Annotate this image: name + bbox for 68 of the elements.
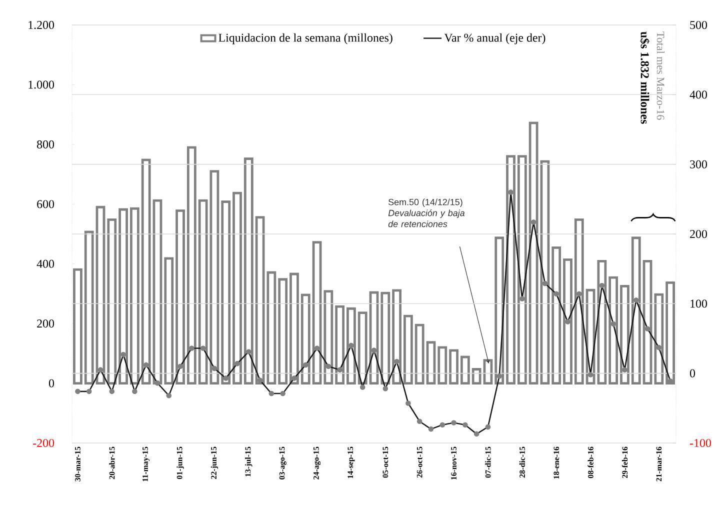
annotation: u$s 1.832 millones	[640, 32, 650, 124]
annotation: Devaluación y baja de retenciones	[388, 210, 465, 228]
bar	[232, 192, 242, 384]
legend-label: Var % anual (eje der)	[444, 33, 546, 44]
bar	[152, 199, 162, 384]
bar	[164, 257, 174, 384]
bar	[414, 324, 424, 384]
bar	[449, 349, 458, 384]
bar	[118, 208, 128, 384]
y2-tick-label: 500	[690, 20, 707, 30]
y-tick-label: 1.000	[28, 80, 54, 89]
y2-tick-label: 0	[690, 369, 696, 378]
bar	[608, 276, 618, 384]
y-tick-label: 0	[48, 379, 54, 388]
bar	[300, 294, 310, 384]
y2-tick-label: 100	[690, 300, 707, 308]
bar	[403, 314, 413, 384]
bar	[642, 260, 652, 384]
bar	[324, 290, 334, 384]
bar	[574, 218, 584, 384]
bar	[483, 359, 493, 384]
y2-tick-label: 200	[690, 230, 707, 238]
annotation: Sem.50 (14/12/15)	[388, 198, 462, 208]
bar	[506, 155, 516, 384]
bar	[186, 146, 196, 384]
bar	[73, 268, 82, 384]
bar	[312, 241, 322, 384]
bar	[255, 216, 265, 384]
annotation: Total mes Marzo-16	[656, 32, 665, 120]
y2-tick-label: 300	[690, 160, 707, 168]
bar	[654, 293, 664, 384]
bar	[597, 260, 607, 384]
bar	[426, 341, 436, 384]
bar	[130, 207, 140, 384]
bar	[198, 199, 208, 384]
bar	[141, 158, 151, 384]
bar	[666, 281, 676, 384]
bar	[221, 200, 231, 384]
y-tick-label: 400	[36, 260, 54, 268]
y-tick-label: -200	[33, 438, 54, 448]
bar	[266, 271, 276, 384]
bar	[176, 209, 185, 384]
bar	[346, 307, 356, 384]
bar	[620, 285, 630, 384]
bar	[107, 218, 117, 384]
y2-tick-label: 400	[690, 90, 707, 99]
bar	[563, 258, 572, 384]
y2-tick-label: -100	[690, 438, 711, 448]
bar	[472, 368, 482, 384]
y-tick-label: 200	[37, 320, 54, 328]
y-tick-label: 800	[37, 140, 54, 148]
bar	[84, 230, 94, 384]
bar	[552, 246, 562, 384]
legend-label: Liquidacion de la semana (millones)	[218, 33, 392, 44]
bar	[438, 346, 448, 384]
bar	[517, 155, 527, 384]
bar	[335, 305, 345, 384]
bar	[290, 272, 299, 384]
bar	[392, 289, 402, 384]
bar	[244, 158, 254, 384]
bar	[460, 356, 470, 384]
bar	[369, 291, 379, 384]
bar	[278, 278, 288, 384]
bar	[210, 170, 220, 384]
bar	[96, 206, 106, 384]
bar	[631, 236, 641, 384]
y-tick-label: 600	[37, 200, 54, 208]
y-tick-label: 1.200	[28, 20, 54, 30]
